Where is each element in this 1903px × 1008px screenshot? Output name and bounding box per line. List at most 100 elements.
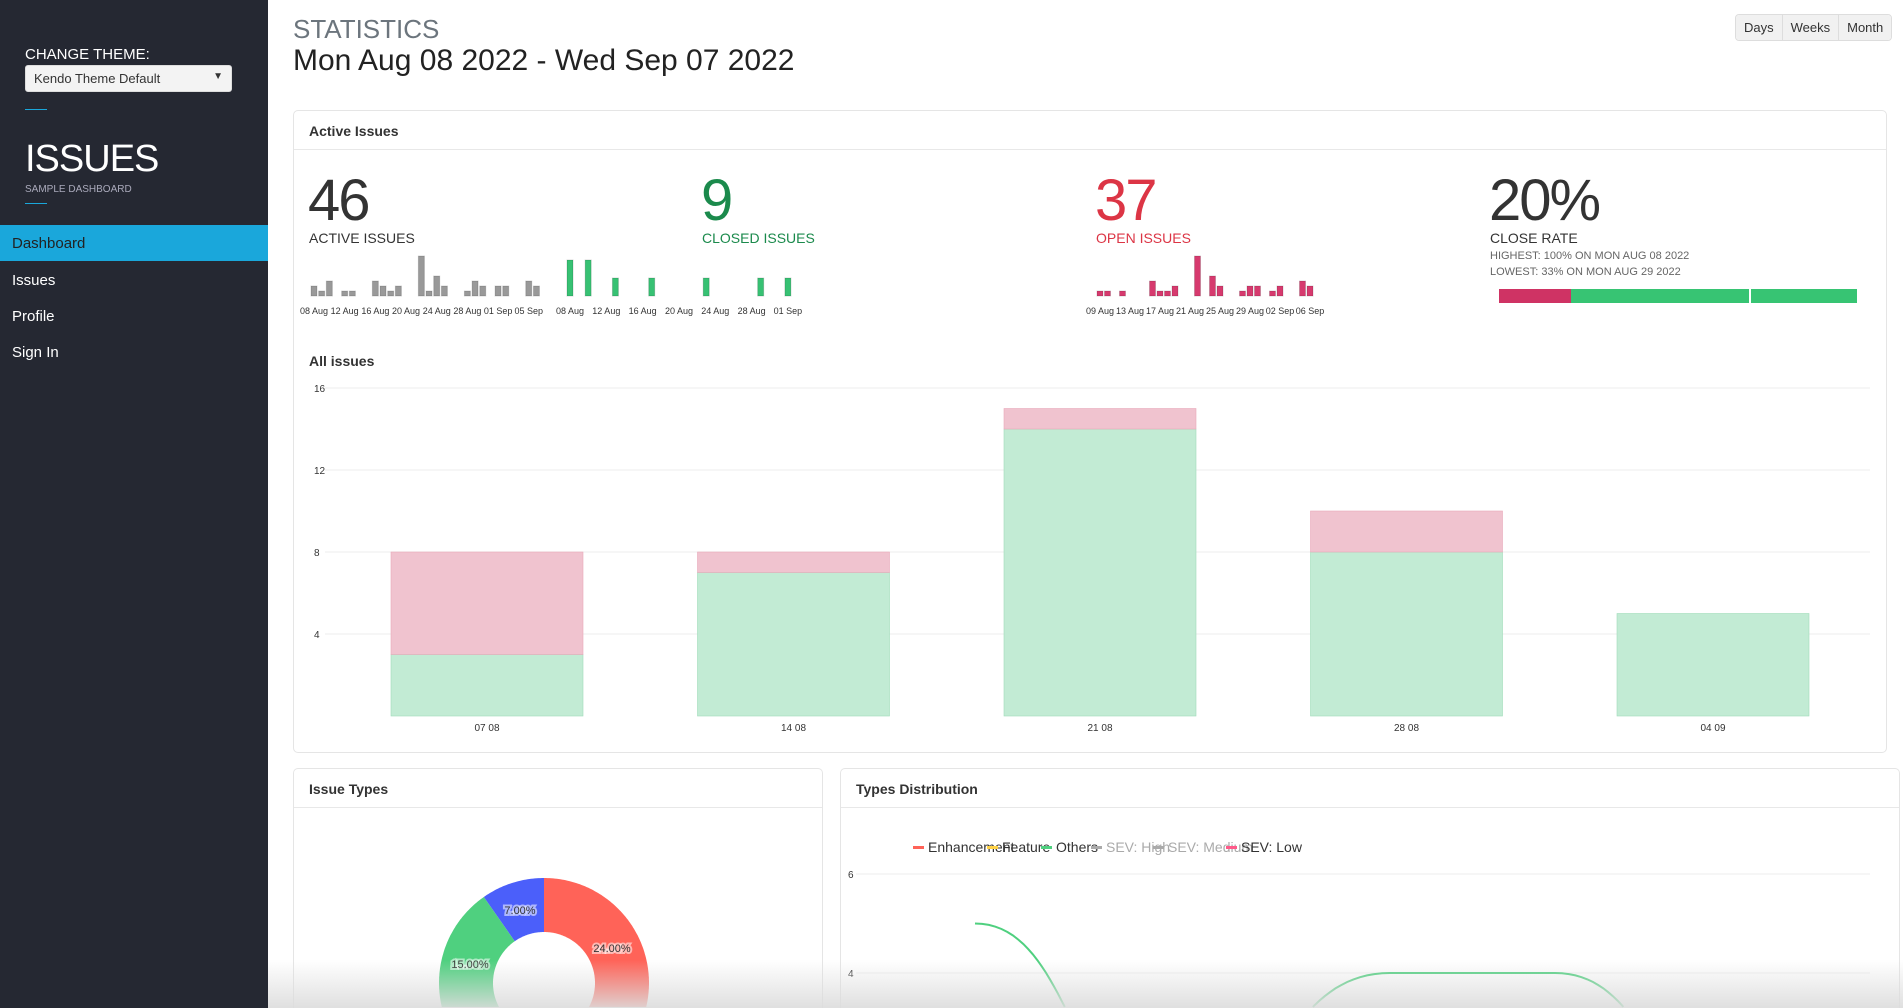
open-issues-label: OPEN ISSUES <box>1096 230 1191 246</box>
sparkline-bar <box>566 259 574 297</box>
sparkline-tick-label: 20 Aug <box>392 306 420 316</box>
close-rate-fill <box>1499 289 1571 303</box>
sparkline-bar <box>784 277 792 297</box>
sparkline-tick-label: 20 Aug <box>665 306 693 316</box>
sparkline-bar <box>1156 290 1164 297</box>
card-title: Active Issues <box>294 111 1886 150</box>
x-tick-label: 14 08 <box>781 723 806 734</box>
theme-label: CHANGE THEME: <box>25 46 150 63</box>
sparkline-bar <box>525 280 533 297</box>
bar-closed <box>697 572 890 717</box>
brand-title: ISSUES <box>25 138 159 180</box>
legend-marker <box>1226 846 1237 849</box>
active-issues-count: 46 <box>308 168 370 233</box>
bar-closed <box>1310 551 1503 717</box>
scroll-fade <box>268 960 1903 1008</box>
sparkline-bar <box>1171 285 1179 297</box>
sparkline-bar <box>341 290 349 297</box>
sidebar-item-profile[interactable]: Profile <box>12 308 55 325</box>
sparkline-tick-label: 24 Aug <box>423 306 451 316</box>
sparkline-bar <box>1269 290 1276 297</box>
closed-issues-count: 9 <box>701 168 733 233</box>
theme-select[interactable]: Kendo Theme Default ▼ <box>25 65 232 92</box>
card-title: Issue Types <box>294 769 822 808</box>
sparkline-bar <box>1299 280 1306 297</box>
sparkline-bar <box>1216 285 1224 297</box>
sparkline-tick-label: 29 Aug <box>1236 306 1264 316</box>
sparkline-bar <box>611 277 619 297</box>
sparkline-tick-label: 17 Aug <box>1146 306 1174 316</box>
card-title: Types Distribution <box>841 769 1899 808</box>
sidebar-item-sign-in[interactable]: Sign In <box>12 344 59 361</box>
sparkline-tick-label: 08 Aug <box>556 306 584 316</box>
days-button[interactable]: Days <box>1736 15 1783 40</box>
bar-closed <box>390 654 584 717</box>
bar-closed <box>1003 428 1197 717</box>
sidebar-item-dashboard[interactable]: Dashboard <box>0 225 268 261</box>
y-tick-label: 4 <box>314 630 320 641</box>
legend-marker <box>1041 846 1052 849</box>
x-tick-label: 21 08 <box>1087 723 1112 734</box>
legend-item: SEV: High <box>1106 839 1170 855</box>
sparkline-tick-label: 09 Aug <box>1086 306 1114 316</box>
close-rate-lowest: LOWEST: 33% ON MON AUG 29 2022 <box>1490 266 1681 278</box>
divider <box>25 109 47 110</box>
sparkline-bar <box>371 280 379 297</box>
sparkline-bar <box>502 285 510 297</box>
sidebar: CHANGE THEME: Kendo Theme Default ▼ ISSUE… <box>0 0 268 1008</box>
sparkline-bar <box>494 285 502 297</box>
close-rate-target-marker <box>1749 289 1751 303</box>
charts-layer: All issues 08 Aug 12 Aug 16 Aug 20 Aug 24 Au… <box>300 255 1870 734</box>
sparkline-bar <box>471 280 479 297</box>
sparkline-bar <box>1194 255 1201 297</box>
sparkline-tick-label: 25 Aug <box>1206 306 1234 316</box>
x-tick-label: 04 09 <box>1700 723 1725 734</box>
sparkline-tick-label: 05 Sep <box>514 306 543 316</box>
sparkline-bar <box>394 285 402 297</box>
sparkline-tick-label: 12 Aug <box>592 306 620 316</box>
x-tick-label: 07 08 <box>474 723 499 734</box>
legend-item: SEV: Medium <box>1168 839 1253 855</box>
brand-subtitle: SAMPLE DASHBOARD <box>25 184 132 195</box>
sparkline-bar <box>1306 285 1314 297</box>
active-issues-label: ACTIVE ISSUES <box>309 230 415 246</box>
x-tick-label: 28 08 <box>1394 723 1419 734</box>
sparkline-bar <box>1149 280 1156 297</box>
sparkline-bar <box>479 285 487 297</box>
sparkline-bar <box>440 285 448 297</box>
open-issues-count: 37 <box>1095 168 1157 233</box>
donut-label: 24.00% <box>593 943 631 955</box>
legend-marker <box>1091 846 1102 849</box>
legend-marker <box>913 846 924 849</box>
closed-issues-label: CLOSED ISSUES <box>702 230 815 246</box>
sparkline-tick-label: 13 Aug <box>1116 306 1144 316</box>
weeks-button[interactable]: Weeks <box>1782 15 1840 40</box>
sparkline-bar <box>1239 290 1246 297</box>
sparkline-bar <box>1096 290 1104 297</box>
sparkline-tick-label: 01 Sep <box>774 306 803 316</box>
close-rate-label: CLOSE RATE <box>1490 230 1578 246</box>
donut-label: 7.00% <box>504 905 535 917</box>
month-button[interactable]: Month <box>1839 15 1892 40</box>
sparkline-bar <box>702 277 710 297</box>
y-tick-label: 16 <box>314 384 326 395</box>
sparkline-bar <box>379 285 387 297</box>
bar-open <box>1003 408 1197 430</box>
legend-item: SEV: Low <box>1241 839 1303 855</box>
sparkline-bar <box>584 259 592 297</box>
sparkline-tick-label: 02 Sep <box>1266 306 1295 316</box>
theme-select-value: Kendo Theme Default <box>34 71 161 86</box>
y-tick-label: 6 <box>848 870 854 881</box>
sparkline-bar <box>1254 285 1261 297</box>
sparkline-bar <box>425 290 433 297</box>
bar-open <box>697 551 890 573</box>
date-range: Mon Aug 08 2022 - Wed Sep 07 2022 <box>293 44 795 77</box>
sparkline-bar <box>1276 285 1284 297</box>
bar-open <box>1310 510 1503 553</box>
sparkline-tick-label: 24 Aug <box>701 306 729 316</box>
sparkline-bar <box>433 275 441 297</box>
sparkline-tick-label: 28 Aug <box>738 306 766 316</box>
sparkline-tick-label: 16 Aug <box>629 306 657 316</box>
sidebar-item-issues[interactable]: Issues <box>12 272 56 289</box>
